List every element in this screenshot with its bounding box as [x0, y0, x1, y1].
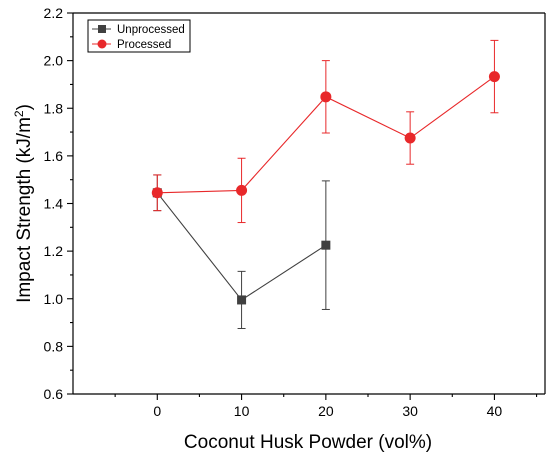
y-tick-label: 0.6	[44, 386, 64, 402]
y-tick-label: 1.2	[44, 243, 64, 259]
x-tick-label: 10	[234, 403, 250, 419]
data-point	[237, 295, 247, 305]
y-axis-title-sup: 2	[12, 110, 26, 117]
x-axis-title: Coconut Husk Powder (vol%)	[184, 432, 432, 453]
y-tick-label: 1.4	[44, 196, 64, 212]
data-point	[236, 184, 248, 196]
plot-frame	[72, 12, 546, 395]
x-ticks: 0 10 20 30 40	[114, 394, 538, 419]
y-axis-title: Impact Strength (kJ/m2)	[12, 104, 35, 303]
x-tick-label: 40	[487, 403, 503, 419]
y-ticks: 0.6 0.8 1.0 1.2 1.4 1.6 1.8 2.0 2.2	[44, 5, 73, 402]
y-tick-label: 1.8	[44, 100, 64, 116]
x-tick-label: 0	[153, 403, 161, 419]
y-axis-title-main: Impact Strength (kJ/m	[14, 117, 35, 303]
y-tick-label: 1.6	[44, 148, 64, 164]
legend-entry-processed: Processed	[92, 39, 171, 51]
data-point	[151, 187, 163, 199]
data-point	[321, 240, 331, 250]
legend-label-unprocessed: Unprocessed	[117, 24, 185, 36]
x-tick-label: 30	[402, 403, 418, 419]
legend-marker-processed	[97, 39, 107, 49]
data-point	[404, 132, 416, 144]
legend-entry-unprocessed: Unprocessed	[92, 24, 185, 36]
legend-label-processed: Processed	[117, 39, 171, 51]
y-tick-label: 0.8	[44, 338, 64, 354]
series-layer	[151, 39, 500, 330]
data-point	[488, 71, 500, 83]
legend: Unprocessed Processed	[87, 19, 191, 53]
data-point	[320, 91, 332, 103]
series-processed	[151, 39, 500, 224]
legend-marker-unprocessed	[98, 25, 106, 33]
y-axis-title-end: )	[14, 104, 35, 110]
y-tick-label: 2.2	[44, 5, 64, 21]
y-tick-label: 1.0	[44, 291, 64, 307]
y-tick-label: 2.0	[44, 53, 64, 69]
x-tick-label: 20	[318, 403, 334, 419]
